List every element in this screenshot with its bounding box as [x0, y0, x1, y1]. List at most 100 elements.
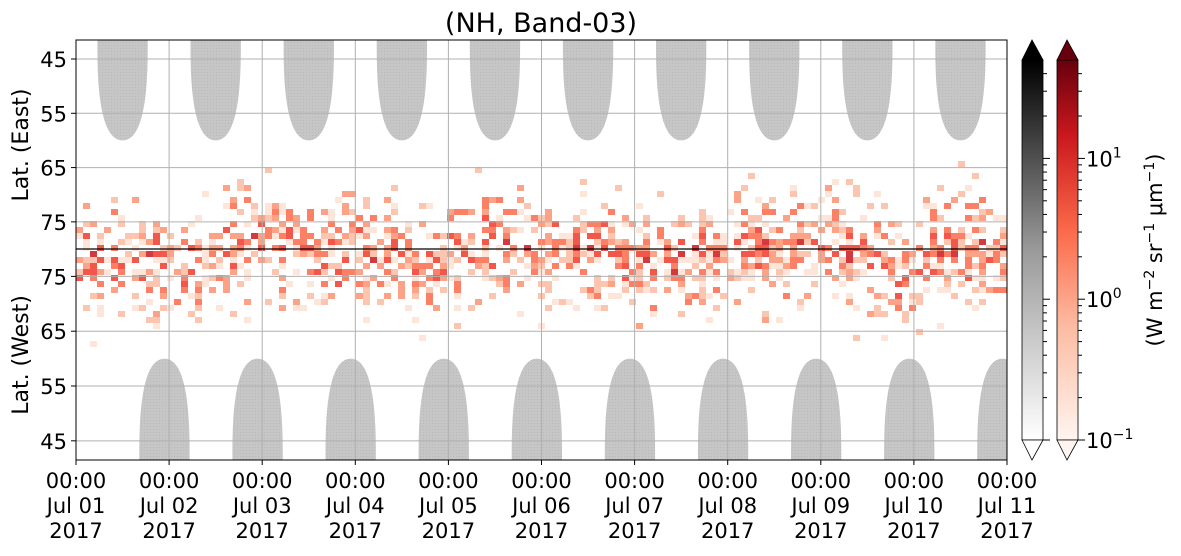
daylight-region-top: [97, 40, 148, 141]
heatmap-cell: [307, 293, 314, 299]
heatmap-cell: [776, 239, 783, 245]
heatmap-cell: [776, 257, 783, 263]
heatmap-cell: [426, 293, 433, 299]
heatmap-cell: [202, 251, 209, 257]
heatmap-cell: [706, 257, 713, 263]
heatmap-cell: [167, 275, 174, 281]
heatmap-cell: [1000, 269, 1007, 275]
heatmap-cell: [265, 299, 272, 305]
heatmap-cell: [559, 299, 566, 305]
heatmap-cell: [650, 305, 657, 311]
heatmap-cell: [496, 245, 503, 251]
heatmap-cell: [573, 227, 580, 233]
heatmap-cell: [839, 245, 846, 251]
heatmap-cell: [524, 263, 531, 269]
heatmap-cell: [503, 287, 510, 293]
heatmap-cell: [937, 323, 944, 329]
heatmap-cell: [993, 287, 1000, 293]
heatmap-cell: [545, 215, 552, 221]
heatmap-cell: [902, 317, 909, 323]
daylight-regions: [97, 40, 1007, 460]
heatmap-cell: [979, 251, 986, 257]
heatmap-cell: [888, 221, 895, 227]
daylight-region-bottom: [604, 358, 656, 460]
heatmap-cell: [244, 239, 251, 245]
heatmap-cell: [293, 305, 300, 311]
heatmap-cell: [776, 263, 783, 269]
heatmap-cell: [895, 233, 902, 239]
heatmap-cell: [286, 233, 293, 239]
heatmap-cell: [937, 215, 944, 221]
x-tick-label: 00:00: [791, 469, 852, 493]
heatmap-cell: [496, 275, 503, 281]
heatmap-cell: [363, 227, 370, 233]
heatmap-cell: [846, 233, 853, 239]
heatmap-cell: [384, 227, 391, 233]
heatmap-cell: [608, 239, 615, 245]
heatmap-cell: [356, 227, 363, 233]
heatmap-cell: [356, 215, 363, 221]
heatmap-cell: [986, 209, 993, 215]
heatmap-cell: [398, 287, 405, 293]
heatmap-cell: [328, 251, 335, 257]
heatmap-cell: [454, 287, 461, 293]
heatmap-cell: [293, 239, 300, 245]
heatmap-cell: [979, 215, 986, 221]
heatmap-cell: [944, 251, 951, 257]
heatmap-cell: [202, 263, 209, 269]
heatmap-cell: [580, 251, 587, 257]
heatmap-cell: [286, 239, 293, 245]
x-tick-label: Jul 07: [603, 494, 664, 518]
heatmap-cell: [391, 209, 398, 215]
heatmap-cell: [615, 185, 622, 191]
heatmap-cell: [622, 287, 629, 293]
heatmap-cell: [720, 251, 727, 257]
heatmap-cell: [230, 221, 237, 227]
heatmap-cell: [76, 233, 83, 239]
heatmap-cell: [363, 233, 370, 239]
daylight-region-bottom: [511, 358, 562, 460]
heatmap-cell: [909, 251, 916, 257]
heatmap-cell: [895, 293, 902, 299]
heatmap-cell: [454, 209, 461, 215]
heatmap-cell: [713, 269, 720, 275]
heatmap-cell: [930, 245, 937, 251]
heatmap-cell: [496, 281, 503, 287]
heatmap-cell: [930, 215, 937, 221]
heatmap-cell: [734, 245, 741, 251]
heatmap-cell: [881, 251, 888, 257]
heatmap-cell: [153, 251, 160, 257]
heatmap-cell: [335, 281, 342, 287]
heatmap-cell: [90, 341, 97, 347]
heatmap-cell: [678, 311, 685, 317]
heatmap-cell: [769, 251, 776, 257]
heatmap-cell: [230, 269, 237, 275]
heatmap-cell: [580, 245, 587, 251]
heatmap-cell: [699, 287, 706, 293]
heatmap-cell: [468, 305, 475, 311]
heatmap-cell: [321, 299, 328, 305]
heatmap-cell: [447, 257, 454, 263]
heatmap-cell: [111, 275, 118, 281]
heatmap-cell: [650, 287, 657, 293]
heatmap-cell: [300, 305, 307, 311]
heatmap-cell: [608, 293, 615, 299]
heatmap-cell: [881, 263, 888, 269]
heatmap-cell: [384, 215, 391, 221]
heatmap-cell: [279, 275, 286, 281]
heatmap-cell: [552, 239, 559, 245]
heatmap-cell: [965, 251, 972, 257]
heatmap-cell: [881, 311, 888, 317]
heatmap-cell: [391, 185, 398, 191]
heatmap-cell: [783, 239, 790, 245]
heatmap-cell: [321, 239, 328, 245]
heatmap-cell: [811, 203, 818, 209]
heatmap-cell: [636, 287, 643, 293]
heatmap-cell: [972, 239, 979, 245]
heatmap-cell: [503, 209, 510, 215]
heatmap-cell: [888, 239, 895, 245]
heatmap-cell: [587, 221, 594, 227]
heatmap-cell: [139, 269, 146, 275]
heatmap-cell: [846, 179, 853, 185]
heatmap-cell: [902, 239, 909, 245]
